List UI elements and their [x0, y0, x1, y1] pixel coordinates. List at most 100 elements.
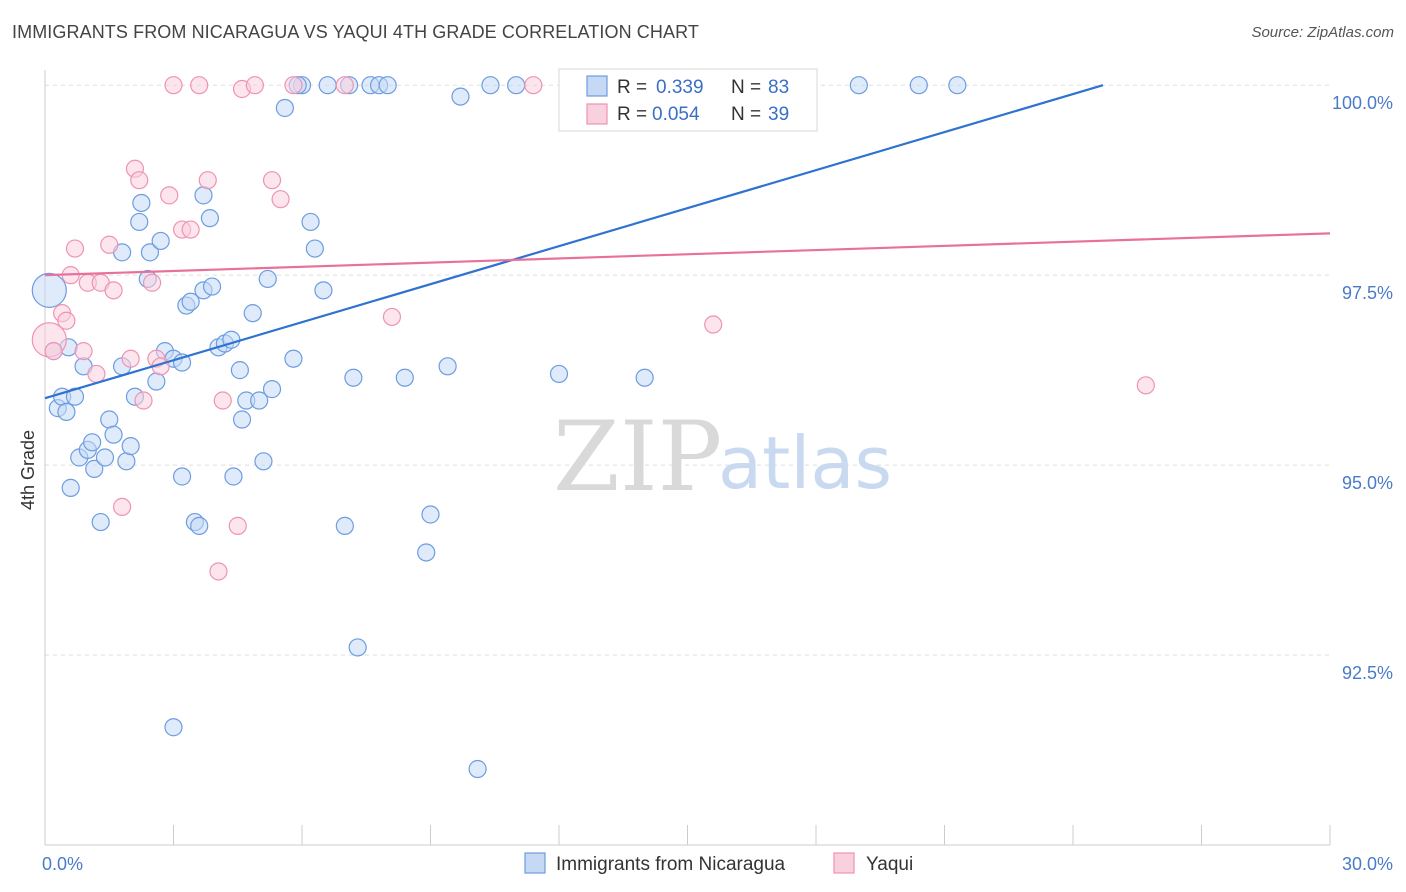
- point-nicaragua-12: [85, 459, 104, 478]
- point-nicaragua-11: [83, 433, 102, 452]
- y-tick-label-3: 100.0%: [1332, 93, 1393, 113]
- trend-line-yaqui: [44, 232, 1331, 277]
- x-tick-label-1: 30.0%: [1342, 854, 1393, 874]
- point-nicaragua-76: [635, 368, 654, 387]
- point-nicaragua-14: [95, 448, 115, 467]
- point-nicaragua-39: [200, 209, 220, 228]
- point-yaqui-38: [1136, 376, 1155, 395]
- point-yaqui-10: [100, 235, 119, 254]
- point-nicaragua-58: [314, 281, 333, 300]
- point-yaqui-23: [181, 220, 200, 239]
- axes: [44, 70, 1331, 846]
- point-nicaragua-16: [104, 425, 123, 444]
- point-nicaragua-62: [344, 368, 363, 387]
- point-nicaragua-60: [335, 516, 354, 535]
- point-yaqui-3: [57, 311, 76, 330]
- point-nicaragua-23: [132, 193, 151, 213]
- point-yaqui-11: [104, 281, 123, 300]
- point-nicaragua-15: [100, 410, 119, 429]
- stats-r-value-blue: 0.339: [656, 77, 704, 98]
- point-yaqui-27: [213, 391, 232, 410]
- point-nicaragua-25: [140, 243, 160, 262]
- point-nicaragua-36: [190, 516, 209, 535]
- point-nicaragua-48: [243, 304, 262, 323]
- stats-r-value-pink: 0.054: [652, 104, 700, 125]
- x-tick-label-0: 0.0%: [42, 854, 83, 874]
- point-nicaragua-22: [130, 212, 149, 232]
- stats-n-value-blue: 83: [768, 77, 789, 98]
- point-nicaragua-51: [258, 269, 277, 289]
- point-nicaragua-80: [909, 76, 928, 95]
- trend-lines: [44, 84, 1331, 400]
- y-axis-label: 4th Grade: [18, 430, 38, 510]
- point-yaqui-13: [121, 349, 140, 368]
- point-yaqui-15: [130, 171, 149, 190]
- point-yaqui-31: [262, 171, 282, 190]
- point-yaqui-35: [382, 307, 402, 327]
- point-nicaragua-20: [121, 437, 140, 456]
- watermark-zip: ZIP: [553, 401, 722, 513]
- point-nicaragua-45: [230, 361, 249, 380]
- point-nicaragua-56: [301, 212, 320, 232]
- point-nicaragua-71: [451, 87, 470, 106]
- point-nicaragua-53: [275, 98, 294, 118]
- point-yaqui-17: [142, 273, 162, 292]
- stats-n-label-blue: N =: [731, 77, 761, 98]
- watermark-atlas: atlas: [718, 421, 892, 505]
- source-label: Source: ZipAtlas.com: [1251, 24, 1394, 41]
- point-yaqui-32: [271, 190, 290, 209]
- point-nicaragua-72: [468, 759, 487, 779]
- legend-label-nicaragua: Immigrants from Nicaragua: [556, 854, 786, 875]
- point-nicaragua-19: [117, 452, 136, 471]
- point-nicaragua-79: [849, 76, 868, 95]
- point-yaqui-28: [228, 516, 247, 535]
- point-nicaragua-59: [318, 76, 337, 95]
- stats-n-label-pink: N =: [731, 104, 761, 125]
- point-yaqui-5: [65, 239, 85, 258]
- point-nicaragua-49: [250, 391, 269, 410]
- chart-title: IMMIGRANTS FROM NICARAGUA VS YAQUI 4TH G…: [12, 22, 699, 42]
- point-yaqui-26: [209, 562, 228, 581]
- point-nicaragua-4: [57, 402, 76, 422]
- watermark: ZIP atlas: [553, 401, 892, 513]
- point-nicaragua-27: [151, 231, 170, 251]
- stats-r-label-pink: R =: [617, 104, 647, 125]
- point-nicaragua-70: [438, 357, 457, 376]
- point-nicaragua-46: [232, 410, 252, 429]
- point-yaqui-25: [198, 171, 217, 190]
- stats-legend-swatch-blue: [586, 75, 608, 97]
- point-nicaragua-6: [61, 478, 80, 497]
- point-yaqui-16: [134, 391, 153, 410]
- point-yaqui-8: [87, 364, 106, 384]
- y-tick-label-1: 95.0%: [1342, 473, 1393, 493]
- point-nicaragua-13: [91, 512, 110, 532]
- point-nicaragua-67: [395, 368, 414, 387]
- point-yaqui-37: [704, 315, 723, 334]
- point-yaqui-20: [160, 186, 179, 205]
- legend-label-yaqui: Yaqui: [866, 854, 913, 875]
- point-nicaragua-0: [31, 272, 67, 308]
- y-tick-labels: 92.5% 95.0% 97.5% 100.0%: [1332, 93, 1393, 683]
- point-nicaragua-69: [421, 505, 440, 524]
- legend-swatch-nicaragua: [524, 852, 546, 874]
- point-yaqui-12: [112, 497, 132, 516]
- point-yaqui-21: [164, 76, 183, 95]
- point-nicaragua-74: [507, 76, 526, 95]
- point-yaqui-33: [284, 76, 303, 95]
- point-nicaragua-52: [262, 380, 282, 399]
- legend-swatch-yaqui: [833, 852, 855, 874]
- point-nicaragua-57: [305, 239, 324, 258]
- point-nicaragua-54: [284, 349, 303, 368]
- point-nicaragua-32: [172, 467, 192, 486]
- point-yaqui-24: [190, 76, 209, 95]
- point-nicaragua-34: [181, 292, 200, 311]
- point-nicaragua-73: [481, 76, 500, 95]
- point-nicaragua-26: [147, 372, 166, 391]
- point-nicaragua-66: [378, 76, 397, 95]
- stats-r-label-blue: R =: [617, 77, 647, 98]
- y-tick-label-0: 92.5%: [1342, 663, 1393, 683]
- point-yaqui-1: [44, 342, 63, 361]
- x-tick-labels: 0.0% 30.0%: [42, 854, 1393, 874]
- point-nicaragua-75: [549, 364, 569, 384]
